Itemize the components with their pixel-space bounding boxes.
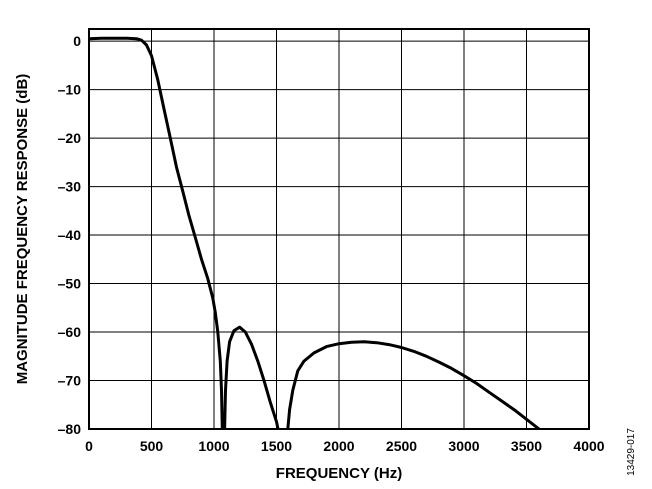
response-curve-segment <box>223 325 280 429</box>
y-tick-label: –70 <box>58 373 82 389</box>
y-tick-label: –80 <box>58 421 82 437</box>
grid-lines <box>89 29 589 430</box>
figure-id: 13429-017 <box>626 428 637 476</box>
x-axis-label: FREQUENCY (Hz) <box>276 465 402 482</box>
x-tick-label: 4000 <box>573 438 604 454</box>
response-curve-segment <box>286 340 541 429</box>
y-tick-label: –60 <box>58 324 82 340</box>
x-tick-label: 1500 <box>261 438 292 454</box>
x-tick-label: 2000 <box>323 438 354 454</box>
y-tick-label: –20 <box>58 130 82 146</box>
x-tick-label: 1000 <box>198 438 229 454</box>
tick-layer: 0 500 1000 1500 2000 2500 3000 3500 4000 0 –10 –20 –… <box>58 33 605 454</box>
y-axis-label: MAGNITUDE FREQUENCY RESPONSE (dB) <box>14 74 31 385</box>
x-tick-label: 3500 <box>511 438 542 454</box>
y-tick-label: –40 <box>58 227 82 243</box>
x-tick-label: 3000 <box>448 438 479 454</box>
x-tick-label: 0 <box>85 438 93 454</box>
y-tick-label: –50 <box>58 276 82 292</box>
y-tick-label: –30 <box>58 179 82 195</box>
x-tick-label: 500 <box>140 438 164 454</box>
x-tick-label: 2500 <box>386 438 417 454</box>
response-curve-segment <box>89 36 224 429</box>
y-tick-label: –10 <box>58 82 82 98</box>
plot-frame <box>88 28 590 430</box>
y-tick-label: 0 <box>73 33 81 49</box>
data-layer <box>89 36 541 429</box>
